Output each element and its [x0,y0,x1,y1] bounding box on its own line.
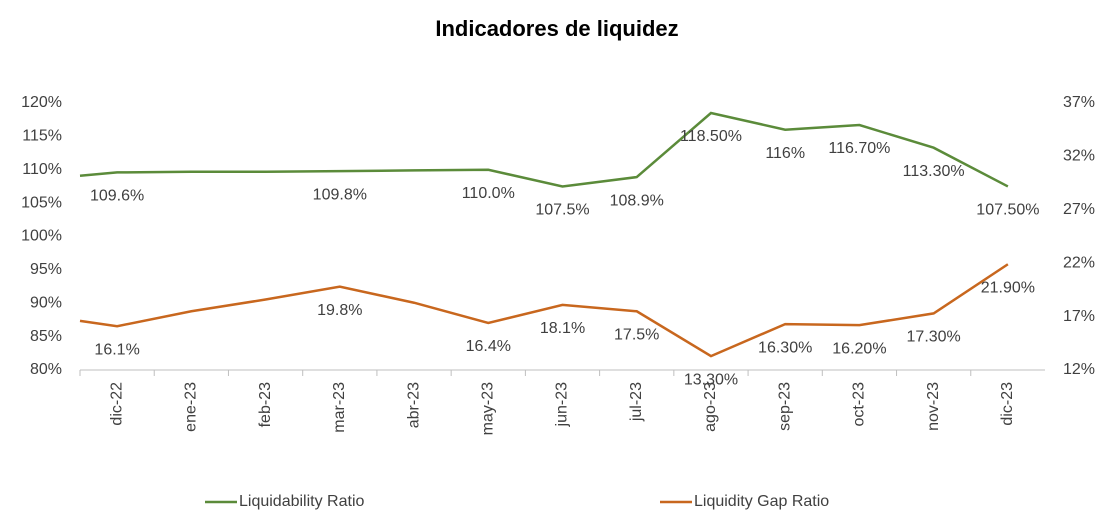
y-tick-label: 110% [22,161,62,178]
y-tick-label: 100% [21,228,62,245]
data-label: 108.9% [610,192,664,209]
y2-tick-label: 37% [1063,94,1095,111]
x-tick-label: jun-23 [554,382,571,428]
x-tick-label: sep-23 [776,382,793,431]
y2-tick-label: 27% [1063,201,1095,218]
chart-title: Indicadores de liquidez [435,16,678,41]
data-label: 16.1% [94,341,139,358]
y-tick-label: 95% [30,261,62,278]
y-tick-label: 120% [21,94,62,111]
x-tick-label: ene-23 [183,382,200,432]
data-label: 13.30% [684,371,738,388]
x-tick-label: may-23 [479,382,496,435]
x-tick-label: ago-23 [702,382,719,432]
data-label: 21.90% [981,279,1035,296]
legend-label: Liquidability Ratio [239,493,365,510]
y2-tick-label: 17% [1063,308,1095,325]
x-tick-label: dic-23 [999,382,1016,426]
y-tick-label: 90% [30,294,62,311]
y2-tick-label: 12% [1063,361,1095,378]
x-tick-label: oct-23 [851,382,868,427]
x-tick-label: abr-23 [405,382,422,428]
legend-label: Liquidity Gap Ratio [694,493,829,510]
data-label: 110.0% [462,185,515,202]
data-label: 107.50% [976,202,1039,219]
y-tick-label: 115% [22,128,62,145]
data-label: 17.5% [614,326,659,343]
data-label: 17.30% [907,329,961,346]
series-line [79,111,1009,188]
data-label: 19.8% [317,302,362,319]
data-label: 109.8% [313,186,367,203]
data-label: 109.6% [90,188,144,205]
y-tick-label: 105% [21,194,62,211]
data-label: 116% [765,145,805,162]
y-tick-label: 80% [30,361,62,378]
data-label: 18.1% [540,320,585,337]
x-tick-label: feb-23 [257,382,274,427]
x-tick-label: jul-23 [628,382,645,422]
data-label: 16.20% [832,340,886,357]
y2-tick-label: 22% [1063,254,1095,271]
x-tick-label: mar-23 [331,382,348,433]
data-label: 116.70% [828,140,890,157]
data-label: 118.50% [680,128,742,145]
data-label: 107.5% [535,202,589,219]
y-tick-label: 85% [30,328,62,345]
data-label: 16.4% [466,338,511,355]
x-tick-label: nov-23 [925,382,942,431]
y2-tick-label: 32% [1063,148,1095,165]
x-tick-label: dic-22 [108,382,125,426]
series-line [79,263,1009,358]
data-label: 16.30% [758,339,812,356]
data-label: 113.30% [903,163,965,180]
